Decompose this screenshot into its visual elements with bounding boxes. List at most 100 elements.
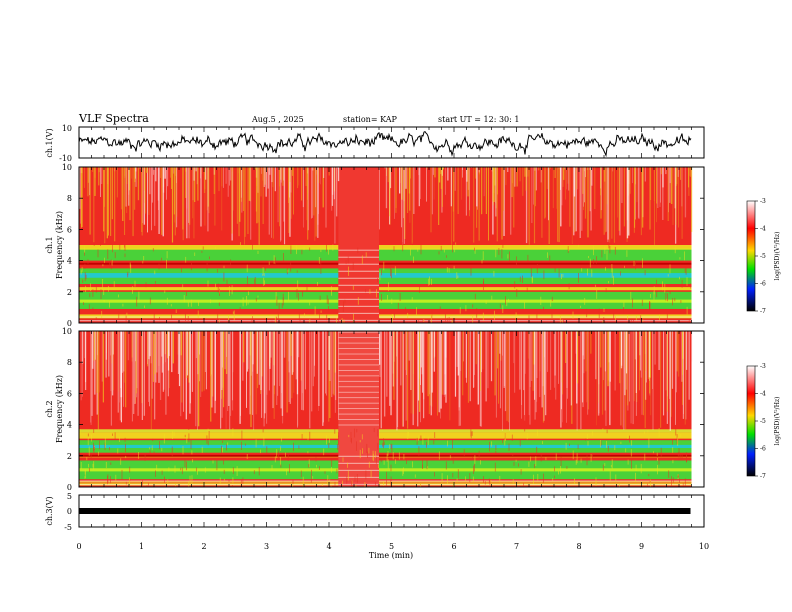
spectrogram-streak [317,167,319,238]
spectrogram-streak [473,167,475,243]
spectrogram-streak [204,167,206,190]
spectrogram-speckle [229,293,231,296]
x-tick-label: 4 [326,542,331,551]
spectrogram-streak [523,331,525,391]
spectrogram-speckle [331,467,332,473]
spectrogram-speckle [383,481,384,486]
spectrogram-speckle [684,251,685,261]
spectrogram-streak [85,331,87,390]
spectrogram-streak [671,331,674,389]
spectrogram-speckle [89,468,90,472]
spectrogram-streak [625,331,628,374]
x-tick-label: 6 [451,542,456,551]
spectrogram-speckle [79,429,81,435]
spectrogram-streak [502,331,503,431]
spectrogram-streak [407,167,409,213]
spectrogram-streak [166,167,167,200]
spectrogram-streak [128,167,130,206]
spectrogram-streak [291,167,293,176]
spectrogram-speckle [513,462,515,466]
spectrogram-streak [329,331,331,381]
spectrogram-speckle [685,265,687,275]
spectrogram-speckle [326,314,328,321]
spectrogram-streak [527,167,529,177]
spectrogram-speckle [393,246,395,252]
spectrogram-streak [221,331,223,368]
spectrogram-speckle [671,476,672,486]
spectrogram-speckle [92,463,94,468]
spectrogram-streak [158,167,159,210]
spectrogram-speckle [191,450,193,455]
spectrogram-gap-line [338,469,379,471]
spectrogram-speckle [255,297,257,302]
spectrogram-speckle [338,303,340,306]
spectrogram-speckle [146,485,148,487]
spectrogram-streak [131,331,133,362]
spectrogram-streak [334,167,336,244]
spectrogram-speckle [175,309,177,313]
spectrogram-speckle [318,265,320,269]
spectrogram-speckle [419,286,420,293]
spectrogram-streak [609,167,611,243]
spectrogram-speckle [389,444,391,449]
spectrogram-speckle [307,451,309,454]
spectrogram-speckle [348,434,350,438]
colorbar-tick-label: -6 [760,446,766,453]
spectrogram-streak [224,331,226,370]
spectrogram-streak [427,331,429,397]
spectrogram-streak [634,167,636,220]
spectrogram-streak [574,167,576,233]
spectrogram-speckle [379,270,381,281]
spectrogram-streak [411,167,413,244]
spectrogram-speckle [287,454,289,461]
spectrogram-gap-line [338,364,379,366]
spectrogram-speckle [506,302,508,307]
spectrogram-speckle [312,476,314,479]
spectrogram-band [379,429,692,433]
spectrogram-streak [243,331,245,363]
spectrogram-streak [660,331,662,428]
spectrogram-streak [405,331,407,421]
spectrogram-speckle [217,269,218,273]
spectrogram-speckle [93,428,95,433]
date-label: Aug.5 , 2025 [251,115,304,124]
spectrogram-speckle [575,459,577,465]
spectrogram-streak [598,331,600,414]
spectrogram-streak [496,167,498,242]
colorbar-tick-label: -3 [760,363,766,370]
spectrogram-streak [302,331,304,411]
spectrogram-speckle [110,476,111,484]
spectrogram-speckle [542,441,543,445]
spectrogram-speckle [347,470,349,481]
spectrogram-streak [147,331,148,365]
spectrogram-streak [379,167,380,230]
spectrogram-streak [338,331,339,420]
spectrogram-speckle [117,448,119,454]
spectrogram-streak [193,167,195,181]
colorbar-tick-label: -4 [760,391,766,398]
spectrogram-streak [660,167,662,175]
spectrogram-streak [630,331,632,424]
spectrogram-speckle [99,440,100,450]
spectrogram-streak [312,167,314,171]
spectrogram-streak [635,331,637,416]
spectrogram-band [379,481,692,486]
spectrogram-speckle [95,317,97,321]
y-tick-label: 0 [67,319,72,328]
spectrogram-streak [433,167,435,200]
spectrogram-speckle [232,467,234,475]
spectrogram-streak [604,167,606,182]
spectrogram-streak [565,331,567,363]
spectrogram-speckle [613,275,614,285]
spectrogram-speckle [446,267,448,273]
spectrogram-speckle [368,447,370,454]
spectrogram-streak [314,331,315,377]
spectrogram-speckle [644,431,645,434]
spectrogram-streak [530,331,533,381]
spectrogram-speckle [80,462,82,470]
spectrogram-streak [247,167,249,234]
spectrogram-speckle [386,480,387,487]
spectrogram-gap-line [338,462,379,464]
spectrogram-streak [565,167,566,200]
spectrogram-streak [513,331,515,364]
